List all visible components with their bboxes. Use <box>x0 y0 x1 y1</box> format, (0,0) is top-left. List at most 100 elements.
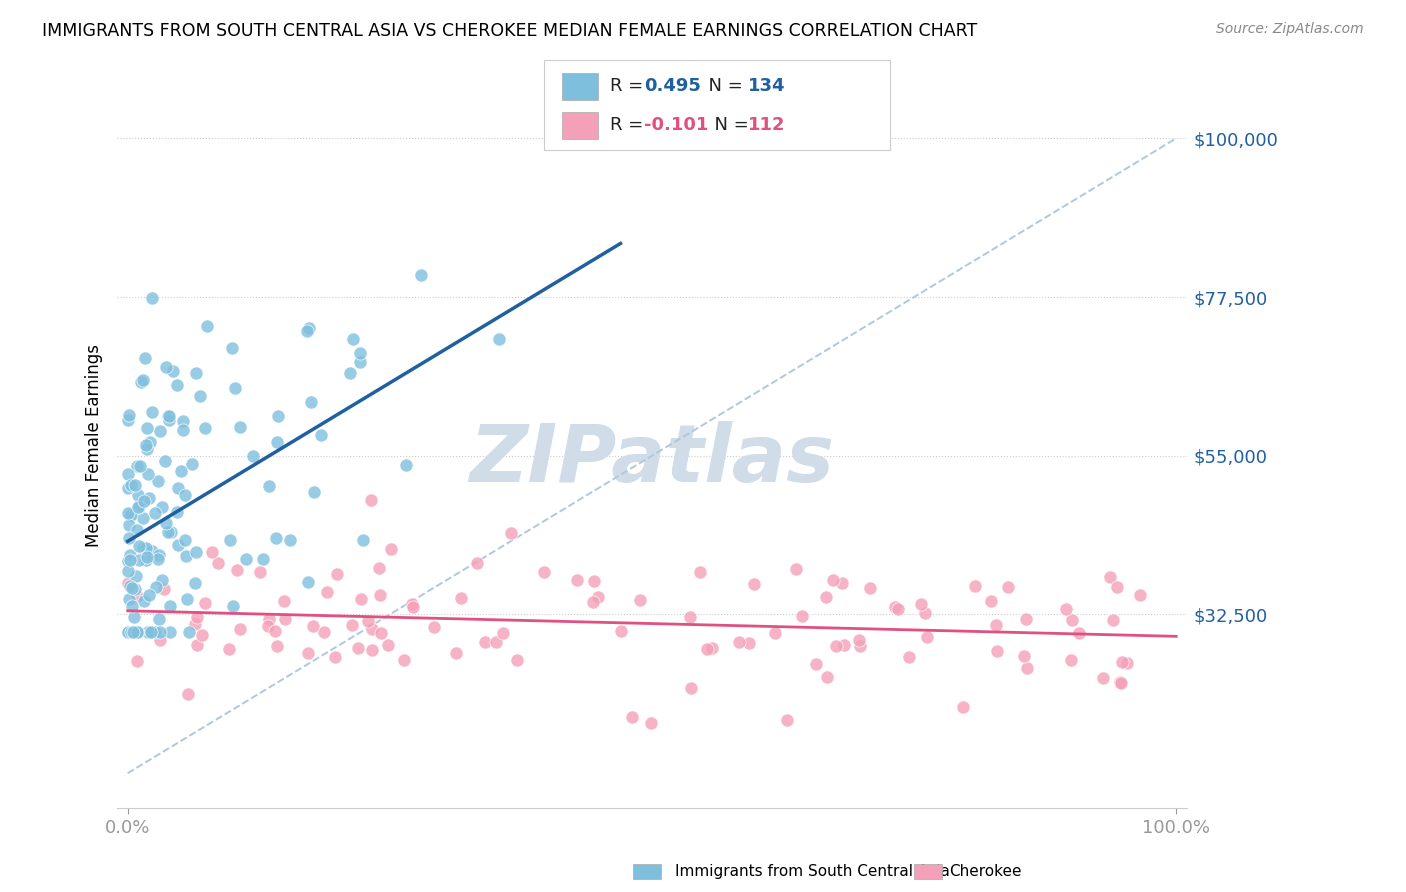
Point <box>252 551 274 566</box>
Point <box>401 597 423 611</box>
Text: Source: ZipAtlas.com: Source: ZipAtlas.com <box>1216 22 1364 37</box>
Point <box>172 423 194 437</box>
Point <box>128 553 150 567</box>
Point <box>349 355 371 369</box>
Text: IMMIGRANTS FROM SOUTH CENTRAL ASIA VS CHEROKEE MEDIAN FEMALE EARNINGS CORRELATIO: IMMIGRANTS FROM SOUTH CENTRAL ASIA VS CH… <box>42 22 977 40</box>
Point <box>702 640 724 655</box>
Point <box>266 434 288 449</box>
Point <box>127 625 149 640</box>
Point <box>129 375 152 389</box>
Point <box>340 618 363 632</box>
Point <box>174 488 197 502</box>
Point <box>191 628 214 642</box>
Point <box>134 593 156 607</box>
Point <box>689 565 711 579</box>
Point <box>360 493 382 508</box>
Point <box>117 413 139 427</box>
Point <box>887 601 910 615</box>
Point <box>118 591 141 606</box>
Point <box>980 594 1002 608</box>
Point <box>249 566 271 580</box>
Point <box>273 594 295 608</box>
Point <box>298 320 321 334</box>
Point <box>157 409 180 424</box>
Point <box>986 644 1008 658</box>
Point <box>1014 612 1036 626</box>
Point <box>141 405 163 419</box>
Point <box>159 625 181 640</box>
Point <box>226 563 249 577</box>
Point <box>132 374 155 388</box>
Point <box>152 582 174 596</box>
Point <box>858 581 880 595</box>
Point <box>166 481 188 495</box>
Point <box>149 625 172 640</box>
Point <box>832 638 855 652</box>
Point <box>785 562 807 576</box>
Point <box>134 351 156 365</box>
Point <box>474 635 496 649</box>
Point <box>302 485 325 500</box>
Point <box>1015 661 1038 675</box>
Point <box>157 524 180 539</box>
Point <box>342 332 364 346</box>
Point <box>423 619 446 633</box>
Point <box>696 642 718 657</box>
Point <box>117 625 139 640</box>
Point <box>141 544 163 558</box>
Point <box>128 539 150 553</box>
Text: Immigrants from South Central Asia: Immigrants from South Central Asia <box>675 864 950 879</box>
Point <box>1069 626 1091 640</box>
Point <box>395 458 418 472</box>
Point <box>742 576 765 591</box>
Point <box>1109 676 1132 690</box>
Text: N =: N = <box>697 78 749 95</box>
Point <box>188 389 211 403</box>
Point <box>274 612 297 626</box>
Point <box>177 688 200 702</box>
Point <box>821 573 844 587</box>
Point <box>135 541 157 555</box>
Point <box>127 589 149 603</box>
Point <box>1129 588 1152 602</box>
Point <box>815 591 838 605</box>
Point <box>149 424 172 438</box>
Point <box>156 409 179 423</box>
Point <box>630 592 652 607</box>
Point <box>141 291 163 305</box>
Point <box>117 507 139 521</box>
Point <box>117 576 139 591</box>
Point <box>266 639 288 653</box>
Point <box>360 623 382 637</box>
Point <box>138 588 160 602</box>
Point <box>222 599 245 614</box>
Point <box>138 625 160 640</box>
Point <box>264 531 287 545</box>
Point <box>367 561 389 575</box>
Point <box>347 640 370 655</box>
Point <box>125 625 148 640</box>
Point <box>159 524 181 539</box>
Point <box>640 715 662 730</box>
Point <box>184 545 207 559</box>
Point <box>120 508 142 522</box>
Point <box>1091 671 1114 685</box>
Point <box>984 618 1007 632</box>
Point <box>146 552 169 566</box>
Point <box>136 467 159 481</box>
Point <box>678 610 700 624</box>
Point <box>952 700 974 714</box>
Point <box>139 435 162 450</box>
Point <box>141 625 163 640</box>
Point <box>804 657 827 671</box>
Point <box>135 553 157 567</box>
Point <box>143 507 166 521</box>
Point <box>122 625 145 640</box>
Point <box>193 421 215 435</box>
Point <box>118 625 141 640</box>
Point <box>146 475 169 489</box>
Text: N =: N = <box>703 116 755 135</box>
Point <box>120 478 142 492</box>
Point <box>125 458 148 473</box>
Point <box>139 625 162 640</box>
